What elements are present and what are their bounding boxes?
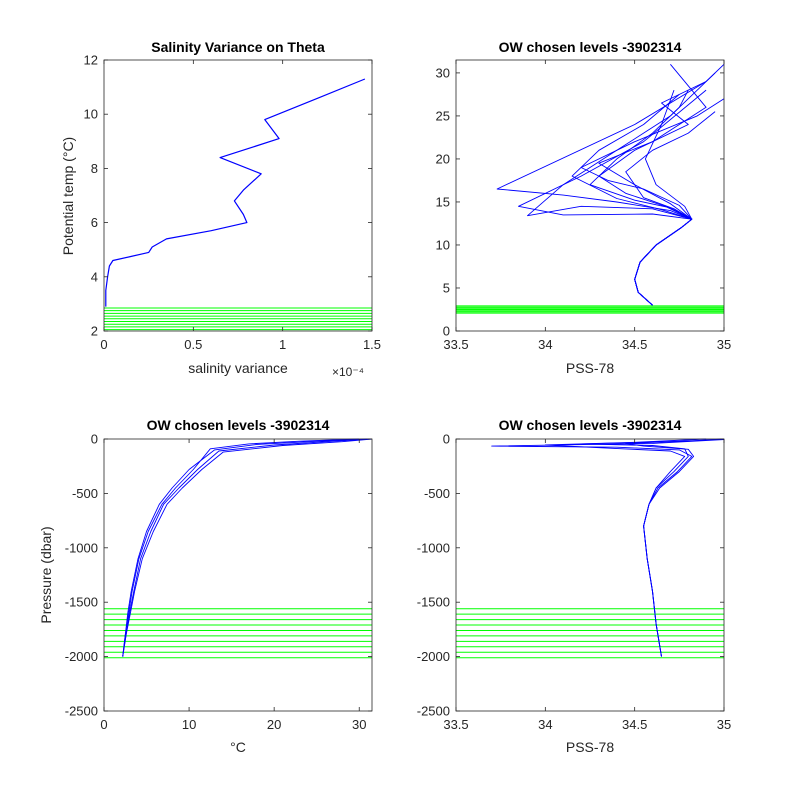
- panel-2-xtick-label: 35: [717, 337, 731, 352]
- panel-1-xtick-label: 1.5: [363, 337, 381, 352]
- panel-3-title: OW chosen levels -3902314: [147, 417, 330, 433]
- panel-2-title: OW chosen levels -3902314: [499, 39, 682, 55]
- panel-3-series-line: [122, 438, 360, 657]
- panel-4-ytick-label: -2500: [417, 704, 450, 719]
- panel-2-xtick-label: 34: [538, 337, 552, 352]
- panel-1-plot-area: 0 0.5 1 1.5 2 4 6 8 10 12: [84, 53, 382, 353]
- panel-1-ytick-label: 12: [84, 53, 98, 68]
- panel-3-xtick-label: 0: [100, 717, 107, 732]
- panel-2-plot-area: 33.5 34 34.5 35 0 5 10 15 20 25 30: [436, 59, 731, 352]
- panel-4-ytick-label: -1500: [417, 595, 450, 610]
- panel-3-xtick-label: 20: [267, 717, 281, 732]
- panel-2-series-line: [518, 89, 707, 306]
- panel-1-ytick-label: 6: [91, 215, 98, 230]
- panel-3-ytick-label: -500: [72, 486, 98, 501]
- panel-3-ytick-label: -2000: [65, 649, 98, 664]
- panel-4-xtick-label: 33.5: [443, 717, 468, 732]
- panel-2-xtick-label: 34.5: [622, 337, 647, 352]
- panel-1-xtick-label: 0.5: [184, 337, 202, 352]
- panel-4-series-line: [625, 438, 725, 657]
- panel-3-background: [104, 439, 372, 711]
- panel-3-plot-area: 0 10 20 30 -2500 -2000 -1500 -1000 -500 0: [65, 432, 373, 732]
- panel-4-xtick-label: 34: [538, 717, 552, 732]
- panel-4-plot-area: 33.5 34 34.5 35 -2500 -2000 -1500 -1000 -500 0: [417, 432, 731, 733]
- panel-3-series-line: [122, 438, 373, 657]
- panel-2-ytick-label: 0: [443, 324, 450, 339]
- panel-1-ytick-label: 4: [91, 269, 98, 284]
- panel-4-axes-box: [455, 438, 725, 712]
- panel-2-xtick-label: 33.5: [443, 337, 468, 352]
- panel-2-ytick-label: 25: [436, 108, 450, 123]
- panel-3-ytick-label: -1000: [65, 540, 98, 555]
- panel-1-xtick-label: 1: [279, 337, 286, 352]
- panel-4-background: [456, 439, 724, 711]
- panel-3-xlabel: °C: [230, 739, 246, 755]
- panel-1-axes-box: [103, 59, 373, 332]
- panel-1-ytick-label: 8: [91, 161, 98, 176]
- panel-1-background: [104, 60, 372, 331]
- panel-1-title: Salinity Variance on Theta: [151, 39, 325, 55]
- panel-salinity-theta: OW chosen levels -3902314 PSS-78 33.5 34 3…: [436, 39, 732, 376]
- panel-4-xlabel: PSS-78: [566, 739, 614, 755]
- panel-3-ytick-label: -1500: [65, 595, 98, 610]
- panel-2-xlabel: PSS-78: [566, 360, 614, 376]
- panel-4-xtick-label: 34.5: [622, 717, 647, 732]
- panel-3-xtick-label: 30: [352, 717, 366, 732]
- panel-4-ytick-label: -1000: [417, 540, 450, 555]
- panel-4-title: OW chosen levels -3902314: [499, 417, 682, 433]
- panel-1-x-exponent: ×10⁻⁴: [332, 365, 364, 379]
- panel-4-ytick-label: -500: [424, 486, 450, 501]
- panel-1-xlabel: salinity variance: [188, 360, 288, 376]
- panel-4-xtick-label: 35: [717, 717, 731, 732]
- panel-1-series-line: [105, 78, 366, 307]
- panel-salinity-variance: Salinity Variance on Theta salinity vari…: [60, 39, 381, 379]
- panel-2-ytick-label: 15: [436, 194, 450, 209]
- panel-4-ytick-label: 0: [443, 432, 450, 447]
- panel-1-ytick-label: 10: [84, 107, 98, 122]
- panel-salinity-pressure: OW chosen levels -3902314 PSS-78 33.5 34 3…: [417, 417, 731, 755]
- panel-1-ylabel: Potential temp (°C): [60, 137, 76, 255]
- panel-3-ylabel: Pressure (dbar): [38, 526, 54, 623]
- panel-1-ytick-label: 2: [91, 324, 98, 339]
- panel-3-series-line: [122, 438, 373, 657]
- panel-3-ytick-label: -2500: [65, 704, 98, 719]
- panel-2-ytick-label: 5: [443, 280, 450, 295]
- panel-4-ytick-label: -2000: [417, 649, 450, 664]
- panel-3-ytick-label: 0: [91, 432, 98, 447]
- panel-3-series-line: [122, 438, 368, 657]
- panel-3-xtick-label: 10: [182, 717, 196, 732]
- panel-2-background: [456, 60, 724, 331]
- panel-2-ytick-label: 30: [436, 65, 450, 80]
- panel-2-ytick-label: 20: [436, 151, 450, 166]
- panel-2-ytick-label: 10: [436, 237, 450, 252]
- panel-temp-pressure: OW chosen levels -3902314 °C Pressure (d…: [38, 417, 373, 755]
- panel-1-xtick-label: 0: [100, 337, 107, 352]
- panel-3-axes-box: [103, 438, 373, 712]
- panel-2-axes-box: [455, 59, 725, 332]
